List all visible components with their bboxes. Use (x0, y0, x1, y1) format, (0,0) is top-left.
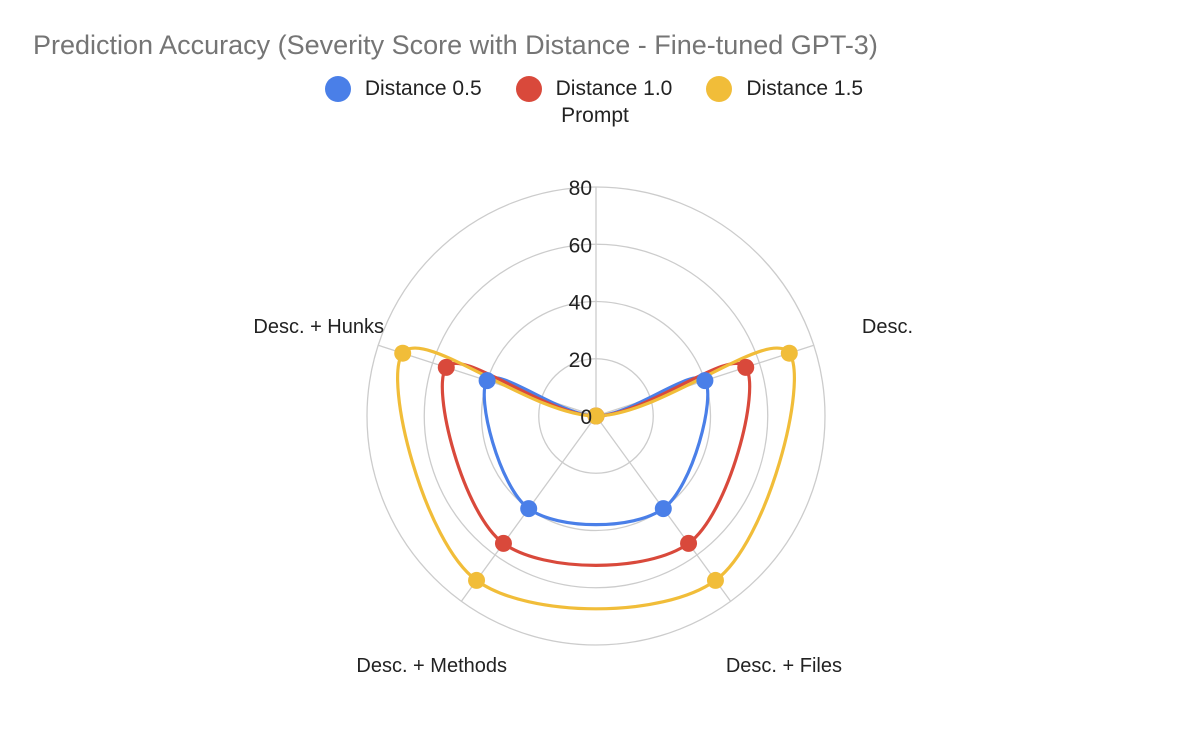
legend-item-series-2[interactable]: Distance 1.5 (706, 76, 863, 102)
r-tick-label-4: 80 (569, 177, 592, 200)
data-point-s0-3 (520, 500, 538, 518)
category-label-3: Desc. + Methods (356, 655, 507, 677)
legend-label-series-1: Distance 1.0 (555, 77, 673, 100)
axis-title: Prompt (561, 104, 629, 127)
data-point-s2-0 (587, 407, 605, 425)
r-tick-label-2: 40 (569, 292, 592, 315)
category-label-2: Desc. + Files (726, 655, 842, 677)
data-point-s0-4 (478, 372, 496, 390)
data-point-s1-4 (437, 358, 455, 376)
data-point-s1-1 (737, 358, 755, 376)
r-tick-label-1: 20 (569, 349, 592, 372)
data-point-s2-3 (468, 571, 486, 589)
data-point-s0-1 (696, 372, 714, 390)
legend-marker-series-2 (706, 76, 733, 102)
data-point-s2-2 (706, 571, 724, 589)
category-label-4: Desc. + Hunks (253, 316, 384, 338)
r-tick-label-0: 0 (580, 406, 592, 429)
category-label-1: Desc. (862, 316, 913, 338)
legend-marker-series-0 (324, 76, 351, 102)
legend-label-series-2: Distance 1.5 (746, 77, 864, 100)
chart-title: Prediction Accuracy (Severity Score with… (33, 30, 878, 60)
data-point-s1-2 (680, 534, 698, 552)
legend-item-series-1[interactable]: Distance 1.0 (515, 76, 673, 102)
legend-item-series-0[interactable]: Distance 0.5 (324, 76, 482, 102)
series-line-2 (396, 346, 796, 611)
legend: Distance 0.5 Distance 1.0 Distance 1.5 (0, 76, 1188, 102)
data-point-s1-3 (494, 534, 512, 552)
data-point-s2-4 (394, 344, 412, 362)
legend-marker-series-1 (515, 76, 542, 102)
r-tick-label-3: 60 (569, 234, 592, 257)
data-point-s0-2 (654, 500, 672, 518)
legend-label-series-0: Distance 0.5 (364, 77, 482, 100)
data-point-s2-1 (780, 344, 798, 362)
